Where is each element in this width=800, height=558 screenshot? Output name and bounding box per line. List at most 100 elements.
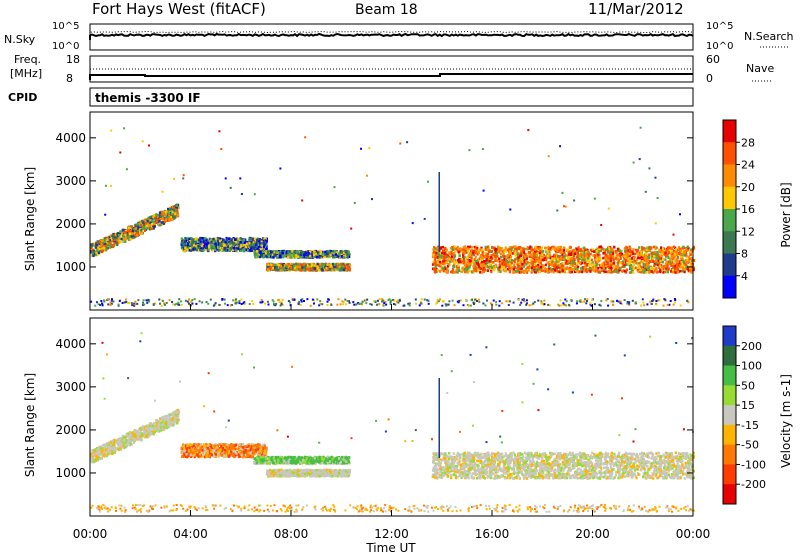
heatmap-cell [254,256,256,259]
heatmap-cell [91,243,93,246]
heatmap-cell [500,247,502,250]
heatmap-cell [650,247,652,250]
heatmap-cell [643,263,645,266]
heatmap-cell [581,253,583,256]
heatmap-cell [257,242,259,245]
heatmap-cell [195,238,197,241]
heatmap-cell [319,263,321,266]
heatmap-cell [112,246,114,249]
heatmap-cell [659,250,661,253]
heatmap-cell [102,249,104,252]
heatmap-cell [505,259,507,262]
heatmap-cell [131,226,133,229]
heatmap-cell [630,271,632,274]
heatmap-cell [160,215,162,218]
heatmap-cell [524,256,526,259]
heatmap-cell [484,252,486,255]
heatmap-cell [679,270,681,273]
heatmap-cell [213,238,215,241]
heatmap-cell [174,212,176,215]
heatmap-cell [633,263,635,266]
heatmap-cell [97,240,99,243]
heatmap-cell [597,267,599,270]
heatmap-cell [661,255,663,258]
heatmap-cell [119,241,121,244]
heatmap-cell [476,262,478,265]
heatmap-cell [208,248,210,251]
heatmap-cell [295,269,297,272]
heatmap-cell [127,233,129,236]
heatmap-cell [304,251,306,254]
heatmap-cell [642,254,644,257]
heatmap-cell [648,267,650,270]
heatmap-cell [299,269,301,272]
heatmap-cell [442,249,444,252]
heatmap-cell [165,211,167,214]
heatmap-cell [675,271,677,274]
heatmap-cell [205,243,207,246]
heatmap-cell [540,266,542,269]
heatmap-cell [621,253,623,256]
heatmap-cell [520,258,522,261]
heatmap-cell [610,251,612,254]
heatmap-cell [437,261,439,264]
heatmap-cell [539,254,541,257]
heatmap-cell [490,250,492,253]
heatmap-cell [648,247,650,250]
heatmap-cell [332,256,334,259]
heatmap-cell [638,271,640,274]
heatmap-cell [640,261,642,264]
heatmap-cell [266,263,268,266]
heatmap-cell [334,250,336,253]
heatmap-cell [675,251,677,254]
heatmap-cell [277,263,279,266]
heatmap-cell [466,261,468,264]
heatmap-cell [300,250,302,253]
heatmap-cell [563,246,565,249]
heatmap-cell [538,261,540,264]
heatmap-cell [312,264,314,267]
heatmap-cell [184,240,186,243]
heatmap-cell [677,261,679,264]
heatmap-cell [277,269,279,272]
heatmap-cell [240,237,242,240]
nsky-panel: N.Sky 10^5 10^0 10^5 10^0 N.Search [4,21,794,52]
heatmap-cell [433,251,435,254]
heatmap-cell [267,251,269,254]
heatmap-cell [494,259,496,262]
heatmap-cell [283,267,285,270]
heatmap-cell [199,237,201,240]
heatmap-cell [228,249,230,252]
heatmap-cell [588,260,590,263]
heatmap-cell [257,255,259,258]
heatmap-cell [210,241,212,244]
heatmap-cell [122,229,124,232]
heatmap-cell [300,256,302,259]
heatmap-cell [469,270,471,273]
heatmap-cell [638,246,640,249]
heatmap-cell [510,256,512,259]
heatmap-cell [659,269,661,272]
heatmap-cell [193,244,195,247]
heatmap-cell [262,250,264,253]
heatmap-cell [341,251,343,254]
heatmap-cell [657,264,659,267]
heatmap-cell [608,247,610,250]
heatmap-cell [225,241,227,244]
heatmap-cell [547,246,549,249]
heatmap-cell [581,262,583,265]
heatmap-cell [99,248,101,251]
heatmap-cell [173,209,175,212]
heatmap-cell [563,258,565,261]
heatmap-cell [475,256,477,259]
heatmap-cell [308,269,310,272]
heatmap-cell [574,250,576,253]
heatmap-cell [295,251,297,254]
heatmap-cell [192,239,194,242]
heatmap-cell [275,268,277,271]
heatmap-cell [338,268,340,271]
heatmap-cell [554,269,556,272]
heatmap-cell [234,238,236,241]
heatmap-cell [649,260,651,263]
heatmap-cell [690,254,692,257]
